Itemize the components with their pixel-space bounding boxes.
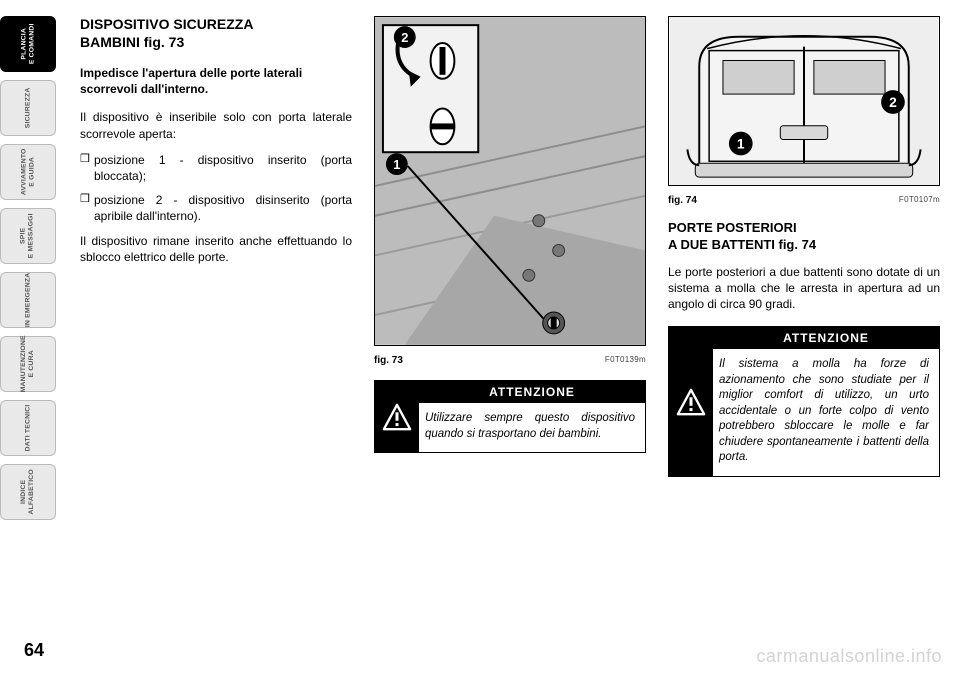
warning-title: ATTENZIONE: [419, 381, 645, 403]
section-tabs: PLANCIA E COMANDI SICUREZZA AVVIAMENTO E…: [0, 16, 60, 528]
warning-text: Il sistema a molla ha forze di azionamen…: [713, 349, 939, 476]
warning-icon: [669, 327, 713, 476]
tab-in-emergenza[interactable]: IN EMERGENZA: [0, 272, 56, 328]
warning-title: ATTENZIONE: [713, 327, 939, 349]
callout-1-label: 1: [393, 157, 400, 172]
tab-label: PLANCIA E COMANDI: [20, 24, 36, 65]
section-title: PORTE POSTERIORI A DUE BATTENTI fig. 74: [668, 220, 940, 254]
paragraph: Il dispositivo rimane inserito anche eff…: [80, 233, 352, 265]
warning-text: Utilizzare sempre questo dispositivo qua…: [419, 403, 645, 452]
tab-plancia-e-comandi[interactable]: PLANCIA E COMANDI: [0, 16, 56, 72]
tab-label: SICUREZZA: [24, 88, 32, 129]
manual-page: PLANCIA E COMANDI SICUREZZA AVVIAMENTO E…: [0, 0, 960, 677]
page-number: 64: [24, 640, 44, 661]
paragraph: Le porte posteriori a due battenti sono …: [668, 264, 940, 313]
callout-1-label: 1: [737, 135, 745, 151]
tab-label: AVVIAMENTO E GUIDA: [20, 149, 36, 196]
bullet-item: posizione 1 - dispositivo inserito (port…: [80, 152, 352, 184]
warning-body: ATTENZIONE Il sistema a molla ha forze d…: [713, 327, 939, 476]
tab-label: SPIE E MESSAGGI: [20, 213, 36, 258]
page-content: DISPOSITIVO SICUREZZA BAMBINI fig. 73 Im…: [80, 16, 940, 657]
warning-body: ATTENZIONE Utilizzare sempre questo disp…: [419, 381, 645, 452]
warning-icon: [375, 381, 419, 452]
tab-label: IN EMERGENZA: [24, 273, 32, 328]
bullet-text: posizione 1 - dispositivo inserito (port…: [94, 153, 352, 183]
tab-manutenzione-e-cura[interactable]: MANUTENZIONE E CURA: [0, 336, 56, 392]
tab-avviamento-e-guida[interactable]: AVVIAMENTO E GUIDA: [0, 144, 56, 200]
column-right: 1 2 fig. 74 F0T0107m PORTE POSTERIORI A …: [668, 16, 940, 477]
column-middle: 2 1 fig. 73 F0T0139m: [374, 16, 646, 477]
figure-74-caption: fig. 74 F0T0107m: [668, 195, 940, 206]
figure-code: F0T0107m: [899, 195, 940, 206]
section-title: DISPOSITIVO SICUREZZA BAMBINI fig. 73: [80, 16, 352, 51]
watermark: carmanualsonline.info: [756, 646, 942, 667]
tab-dati-tecnici[interactable]: DATI TECNICI: [0, 400, 56, 456]
figure-caption-text: fig. 73: [374, 355, 403, 366]
tab-label: INDICE ALFABETICO: [20, 469, 36, 514]
warning-box-1: ATTENZIONE Utilizzare sempre questo disp…: [374, 380, 646, 453]
figure-caption-text: fig. 74: [668, 195, 697, 206]
warning-box-2: ATTENZIONE Il sistema a molla ha forze d…: [668, 326, 940, 477]
callout-2-label: 2: [401, 30, 408, 45]
tab-label: DATI TECNICI: [24, 405, 32, 452]
figure-code: F0T0139m: [605, 355, 646, 366]
tab-sicurezza[interactable]: SICUREZZA: [0, 80, 56, 136]
figure-73-svg: 2 1: [374, 16, 646, 346]
tab-indice-alfabetico[interactable]: INDICE ALFABETICO: [0, 464, 56, 520]
column-left: DISPOSITIVO SICUREZZA BAMBINI fig. 73 Im…: [80, 16, 352, 477]
figure-74: 1 2 fig. 74 F0T0107m: [668, 16, 940, 206]
bullet-text: posizione 2 - dispositivo disinserito (p…: [94, 193, 352, 223]
figure-73: 2 1 fig. 73 F0T0139m: [374, 16, 646, 366]
tab-spie-e-messaggi[interactable]: SPIE E MESSAGGI: [0, 208, 56, 264]
lead-paragraph: Impedisce l'apertura delle porte lateral…: [80, 65, 352, 97]
figure-73-caption: fig. 73 F0T0139m: [374, 355, 646, 366]
tab-label: MANUTENZIONE E CURA: [20, 335, 36, 392]
bullet-item: posizione 2 - dispositivo disinserito (p…: [80, 192, 352, 224]
callout-2-label: 2: [889, 94, 897, 110]
figure-74-svg: 1 2: [668, 16, 940, 186]
paragraph: Il dispositivo è inseribile solo con por…: [80, 109, 352, 141]
